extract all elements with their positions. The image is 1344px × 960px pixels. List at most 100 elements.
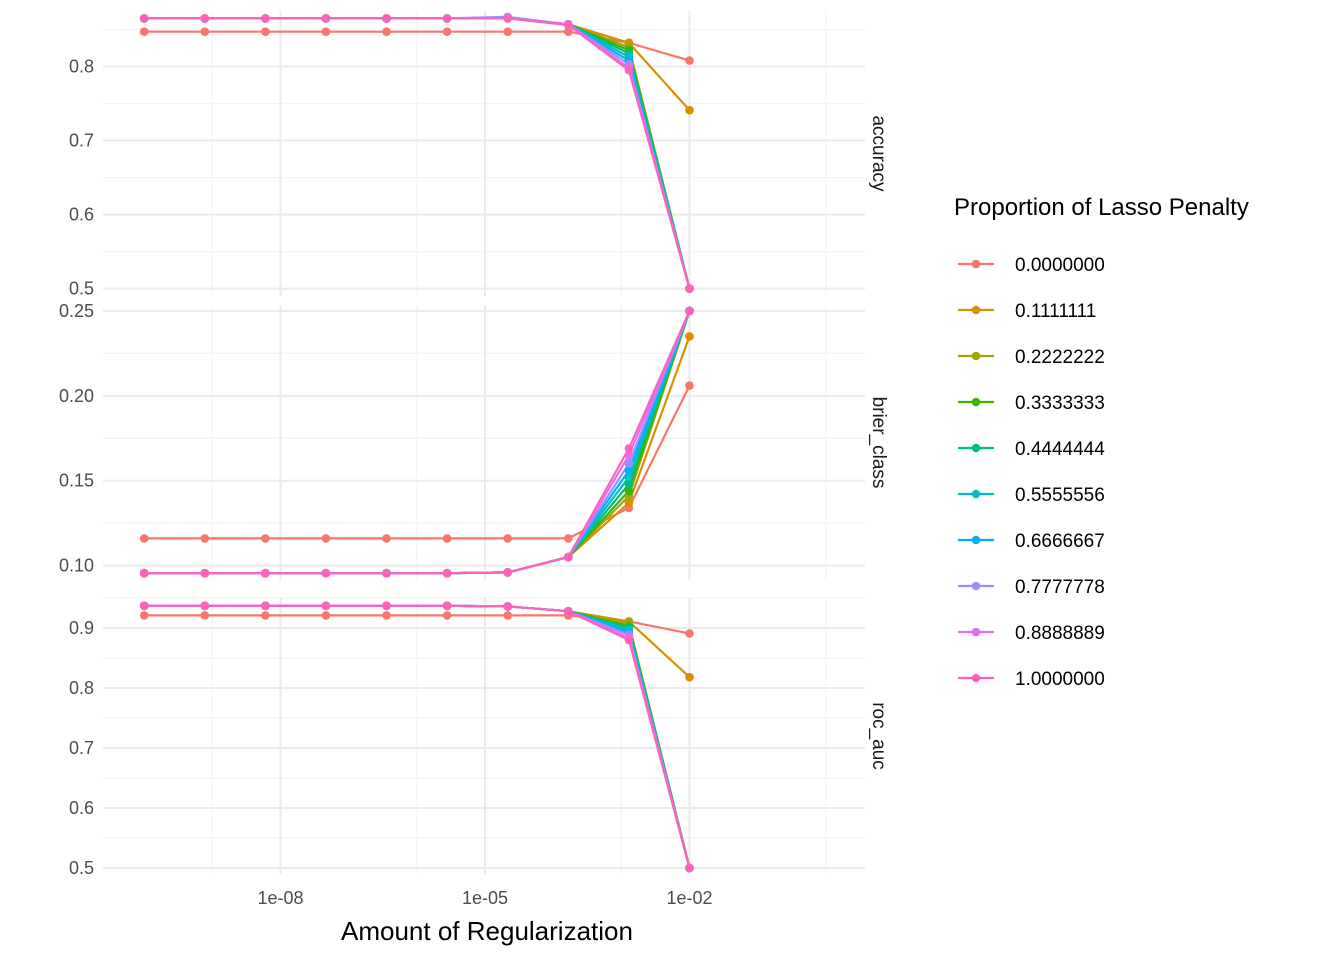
data-point bbox=[261, 568, 270, 578]
y-tick-label: 0.6 bbox=[69, 205, 94, 225]
series-line-brier_class-9 bbox=[144, 310, 691, 575]
legend-key-point bbox=[971, 443, 981, 453]
data-point bbox=[382, 601, 391, 611]
data-point bbox=[624, 444, 634, 453]
data-point bbox=[321, 27, 331, 36]
data-point bbox=[200, 601, 210, 611]
legend-label: 0.3333333 bbox=[1015, 393, 1105, 414]
data-point bbox=[442, 568, 452, 578]
y-tick-label: 0.8 bbox=[69, 57, 94, 77]
data-point bbox=[442, 601, 452, 611]
data-point bbox=[503, 534, 512, 543]
data-point bbox=[200, 27, 210, 36]
data-point bbox=[442, 534, 452, 543]
data-point bbox=[200, 534, 210, 543]
data-point bbox=[139, 534, 149, 543]
series-lines-layer bbox=[144, 15, 691, 869]
data-point bbox=[503, 611, 512, 620]
data-point bbox=[139, 568, 149, 578]
data-point bbox=[261, 534, 270, 543]
y-tick-label: 0.7 bbox=[69, 131, 94, 151]
legend-title: Proportion of Lasso Penalty bbox=[954, 194, 1249, 221]
facet-strip-label: brier_class bbox=[868, 397, 889, 489]
legend-key-point bbox=[971, 351, 981, 361]
data-point bbox=[503, 568, 512, 577]
data-point bbox=[200, 14, 210, 23]
data-point bbox=[624, 498, 634, 508]
data-point bbox=[200, 568, 210, 578]
data-point bbox=[503, 27, 512, 36]
data-point bbox=[261, 611, 270, 620]
data-point bbox=[200, 611, 210, 620]
data-point bbox=[685, 105, 694, 115]
series-points-layer bbox=[139, 12, 694, 873]
data-point bbox=[442, 611, 452, 620]
legend-key-point bbox=[971, 489, 981, 499]
data-point bbox=[685, 629, 694, 638]
legend-item: 0.4444444 bbox=[958, 439, 1105, 460]
y-tick-label: 0.7 bbox=[69, 738, 94, 758]
data-point bbox=[685, 332, 694, 341]
legend-item: 0.6666667 bbox=[958, 531, 1105, 552]
y-tick-label: 0.9 bbox=[69, 618, 94, 638]
data-point bbox=[564, 606, 573, 616]
data-point bbox=[685, 56, 694, 65]
y-tick-label: 0.8 bbox=[69, 678, 94, 698]
y-tick-label: 0.25 bbox=[59, 301, 94, 321]
data-point bbox=[564, 552, 573, 562]
data-point bbox=[624, 459, 634, 469]
data-point bbox=[442, 14, 452, 23]
data-point bbox=[382, 14, 391, 23]
x-tick-label: 1e-05 bbox=[462, 888, 508, 908]
legend-key-point bbox=[971, 627, 981, 637]
legend-item: 0.7777778 bbox=[958, 577, 1105, 598]
data-point bbox=[139, 27, 149, 36]
y-tick-label: 0.20 bbox=[59, 386, 94, 406]
legend-label: 0.7777778 bbox=[1015, 577, 1105, 598]
y-tick-label: 0.5 bbox=[69, 858, 94, 878]
data-point bbox=[685, 306, 694, 316]
legend-item: 0.0000000 bbox=[958, 255, 1105, 276]
y-tick-label: 0.15 bbox=[59, 471, 94, 491]
data-point bbox=[685, 381, 694, 390]
x-axis-title: Amount of Regularization bbox=[341, 916, 633, 946]
data-point bbox=[624, 450, 634, 460]
data-point bbox=[624, 65, 634, 75]
grid-layer bbox=[103, 11, 865, 874]
legend: Proportion of Lasso Penalty 0.0000000 0.1… bbox=[954, 194, 1249, 690]
data-point bbox=[382, 534, 391, 543]
facet-strip-label: accuracy bbox=[868, 115, 889, 192]
legend-label: 0.2222222 bbox=[1015, 347, 1105, 368]
x-tick-label: 1e-08 bbox=[257, 888, 303, 908]
y-tick-label: 0.10 bbox=[59, 556, 94, 576]
data-point bbox=[685, 284, 694, 293]
legend-item: 0.3333333 bbox=[958, 393, 1105, 414]
data-point bbox=[321, 534, 331, 543]
legend-item: 0.2222222 bbox=[958, 347, 1105, 368]
x-tick-labels: 1e-08 1e-05 1e-02 bbox=[257, 888, 712, 908]
legend-label: 0.0000000 bbox=[1015, 255, 1105, 276]
legend-key-point bbox=[971, 259, 981, 269]
legend-label: 0.1111111 bbox=[1015, 301, 1096, 322]
data-point bbox=[564, 20, 573, 30]
data-point bbox=[503, 602, 512, 611]
series-line-roc_auc-9 bbox=[144, 604, 691, 869]
data-point bbox=[382, 27, 391, 36]
legend-key-point bbox=[971, 581, 981, 591]
legend-label: 0.4444444 bbox=[1015, 439, 1105, 460]
facet-strip-labels: accuracy brier_class roc_auc bbox=[868, 115, 889, 769]
data-point bbox=[139, 14, 149, 23]
series-line-accuracy-9 bbox=[144, 17, 691, 289]
data-point bbox=[624, 473, 634, 482]
data-point bbox=[503, 14, 512, 23]
legend-item: 0.8888889 bbox=[958, 623, 1105, 644]
legend-item: 0.1111111 bbox=[958, 301, 1096, 322]
data-point bbox=[321, 14, 331, 23]
legend-item: 1.0000000 bbox=[958, 669, 1105, 690]
data-point bbox=[564, 27, 573, 36]
legend-label: 0.5555556 bbox=[1015, 485, 1105, 506]
data-point bbox=[685, 863, 694, 873]
legend-item: 0.5555556 bbox=[958, 485, 1105, 506]
